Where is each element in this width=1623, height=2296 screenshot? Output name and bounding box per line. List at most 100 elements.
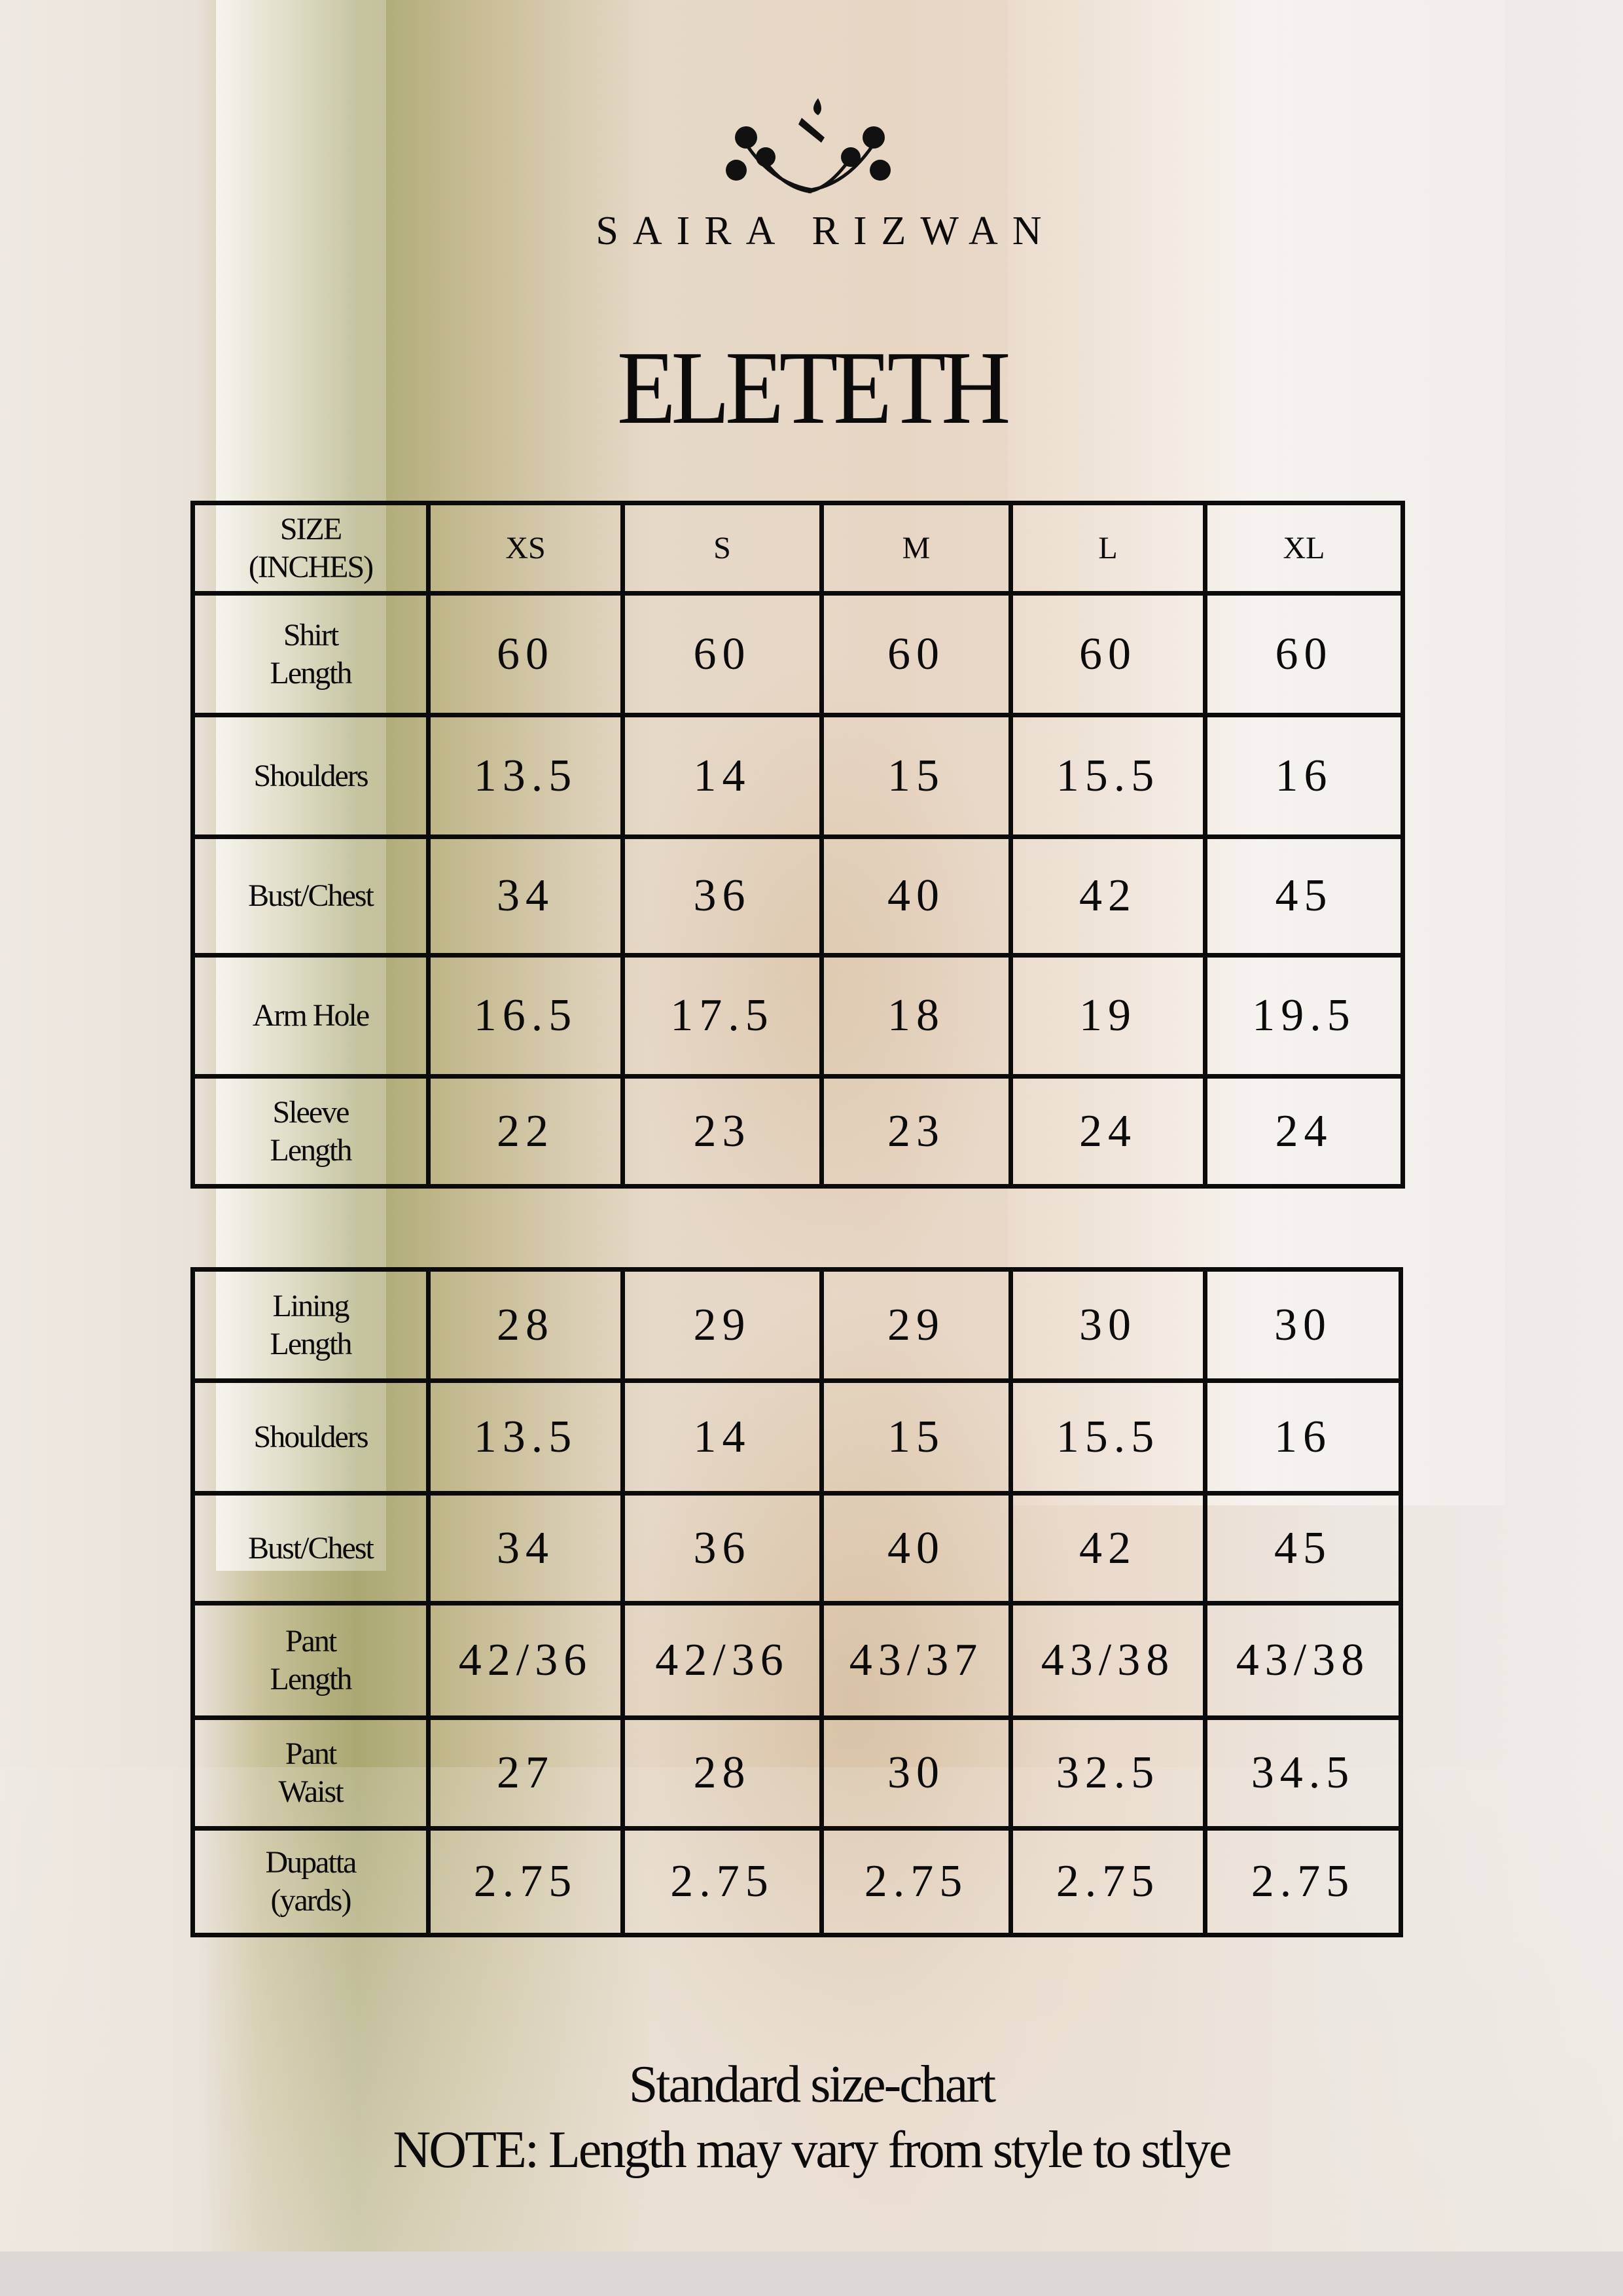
value-cell: 30 (824, 1720, 1013, 1831)
value-cell: 2.75 (625, 1831, 824, 1933)
value-cell: 15.5 (1013, 717, 1207, 839)
background-curtain-right (1008, 0, 1505, 1505)
value-cell-text: 29 (693, 1299, 751, 1350)
value-cell: 2.75 (1207, 1831, 1399, 1933)
value-cell: 45 (1207, 839, 1400, 958)
header-cell-text: XS (505, 531, 546, 565)
value-cell: 13.5 (431, 1383, 625, 1496)
row-label: Sleeve Length (195, 1079, 431, 1184)
value-cell-text: 15 (887, 1411, 945, 1462)
row-label: Pant Length (195, 1605, 431, 1720)
value-cell-text: 2.75 (864, 1856, 969, 1907)
size-chart-table-shirt: SIZE (INCHES) XS S M L XL Shirt Length 60 60 60 60… (190, 501, 1405, 1189)
value-cell-text: 29 (887, 1299, 945, 1350)
value-cell: 42/36 (625, 1605, 824, 1720)
row-label-text: Pant Waist (278, 1736, 344, 1809)
value-cell-text: 60 (1079, 628, 1137, 679)
value-cell-text: 24 (1079, 1105, 1137, 1157)
value-cell: 17.5 (625, 958, 824, 1079)
value-cell-text: 19.5 (1252, 990, 1356, 1041)
value-cell: 14 (625, 717, 824, 839)
value-cell: 18 (824, 958, 1013, 1079)
value-cell: 16.5 (431, 958, 625, 1079)
value-cell-text: 43/37 (849, 1635, 984, 1685)
value-cell-text: 28 (693, 1748, 751, 1798)
value-cell: 36 (625, 839, 824, 958)
footer-standard-label: Standard size-chart (628, 2056, 996, 2113)
value-cell-text: 42 (1079, 1522, 1137, 1573)
value-cell: 16 (1207, 717, 1400, 839)
value-cell: 42 (1013, 839, 1207, 958)
value-cell: 42 (1013, 1496, 1207, 1605)
value-cell: 15 (824, 1383, 1013, 1496)
value-cell: 23 (625, 1079, 824, 1184)
value-cell: 15 (824, 717, 1013, 839)
value-cell-text: 42/36 (655, 1635, 789, 1685)
value-cell: 22 (431, 1079, 625, 1184)
value-cell: 43/38 (1207, 1605, 1399, 1720)
value-cell-text: 2.75 (1056, 1856, 1160, 1907)
row-label: Pant Waist (195, 1720, 431, 1831)
value-cell: 27 (431, 1720, 625, 1831)
value-cell: 34 (431, 1496, 625, 1605)
header-cell-text: L (1098, 531, 1118, 565)
value-cell-text: 43/38 (1236, 1635, 1370, 1685)
value-cell: 36 (625, 1496, 824, 1605)
value-cell: 60 (1013, 596, 1207, 717)
row-label: Arm Hole (195, 958, 431, 1079)
value-cell-text: 40 (887, 870, 945, 921)
value-cell-text: 60 (693, 628, 751, 679)
header-cell: XS (431, 505, 625, 596)
value-cell-text: 2.75 (473, 1856, 578, 1907)
floral-monogram-logo-icon (726, 98, 891, 194)
header-cell-text: XL (1283, 531, 1325, 565)
header-cell: S (625, 505, 824, 596)
value-cell-text: 45 (1275, 870, 1333, 921)
value-cell: 42/36 (431, 1605, 625, 1720)
value-cell-text: 45 (1274, 1522, 1332, 1573)
value-cell: 34 (431, 839, 625, 958)
brand-name: SAIRA RIZWAN (596, 209, 1056, 253)
value-cell-text: 34 (497, 1522, 554, 1573)
value-cell-text: 23 (887, 1105, 945, 1157)
background-floor (0, 1767, 1623, 2296)
value-cell: 43/38 (1013, 1605, 1207, 1720)
row-label: Lining Length (195, 1272, 431, 1383)
value-cell: 60 (625, 596, 824, 717)
row-label-text: Lining Length (270, 1288, 353, 1361)
row-label: Shoulders (195, 717, 431, 839)
header-cell: L (1013, 505, 1207, 596)
value-cell: 2.75 (824, 1831, 1013, 1933)
value-cell: 23 (824, 1079, 1013, 1184)
value-cell: 40 (824, 1496, 1013, 1605)
value-cell-text: 30 (1274, 1299, 1332, 1350)
value-cell-text: 2.75 (1251, 1856, 1355, 1907)
value-cell: 34.5 (1207, 1720, 1399, 1831)
value-cell: 40 (824, 839, 1013, 958)
row-label: Dupatta (yards) (195, 1831, 431, 1933)
value-cell: 60 (824, 596, 1013, 717)
value-cell-text: 15 (887, 750, 945, 801)
value-cell: 28 (431, 1272, 625, 1383)
value-cell: 29 (824, 1272, 1013, 1383)
value-cell-text: 23 (693, 1105, 751, 1157)
value-cell-text: 42/36 (458, 1635, 593, 1685)
row-label-text: Bust/Chest (248, 1530, 374, 1566)
value-cell: 60 (1207, 596, 1400, 717)
value-cell: 30 (1013, 1272, 1207, 1383)
background-curtain-left (216, 0, 386, 1571)
row-label-text: Dupatta (yards) (265, 1845, 357, 1918)
value-cell: 14 (625, 1383, 824, 1496)
value-cell-text: 30 (887, 1748, 945, 1798)
header-cell-text: SIZE (INCHES) (248, 511, 374, 584)
value-cell-text: 34.5 (1251, 1748, 1355, 1798)
value-cell-text: 16.5 (473, 990, 578, 1041)
value-cell-text: 15.5 (1056, 750, 1160, 801)
row-label-text: Shoulders (253, 758, 369, 793)
value-cell-text: 14 (693, 1411, 751, 1462)
value-cell-text: 19 (1079, 990, 1137, 1041)
value-cell: 2.75 (1013, 1831, 1207, 1933)
value-cell-text: 14 (693, 750, 751, 801)
row-label-text: Sleeve Length (270, 1094, 353, 1168)
header-cell: SIZE (INCHES) (195, 505, 431, 596)
